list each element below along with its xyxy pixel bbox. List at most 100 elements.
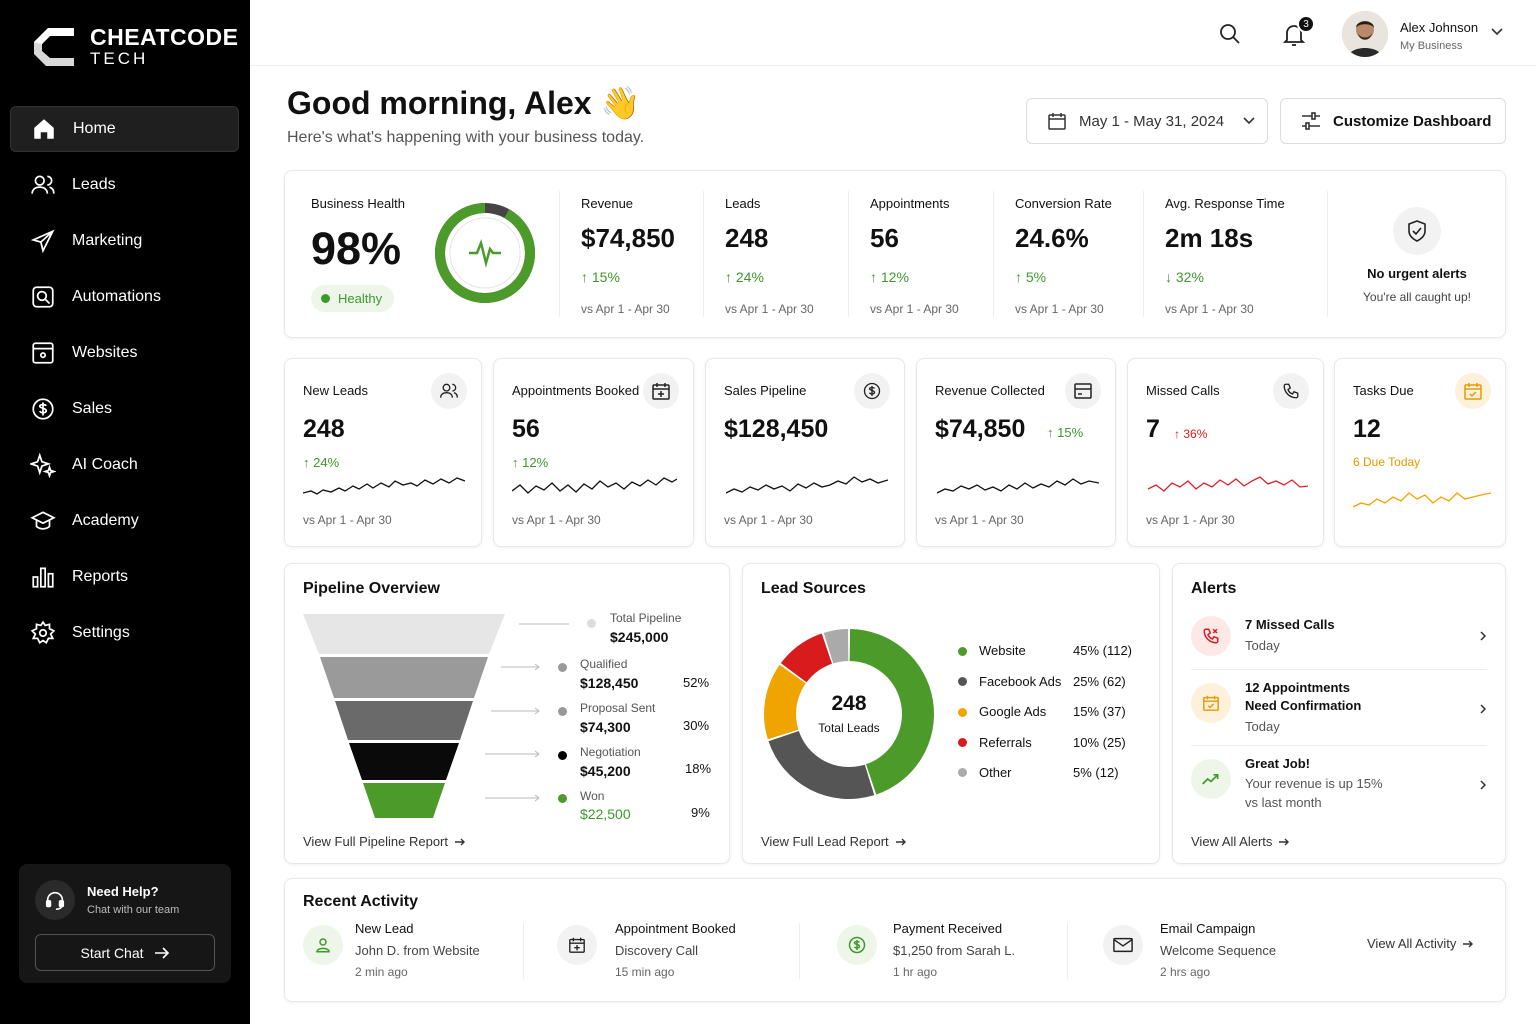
phone-missed-icon xyxy=(1191,616,1231,656)
metric-card-sales-pipeline[interactable]: Sales Pipeline $128,450 vs Apr 1 - Apr 3… xyxy=(705,358,905,547)
funnel-leader-lines xyxy=(485,623,569,802)
stage-pct: 9% xyxy=(691,805,710,820)
metric-label: Revenue Collected xyxy=(935,383,1045,398)
lead-sources-donut xyxy=(764,629,935,799)
view-all-activity-link[interactable]: View All Activity xyxy=(1367,936,1474,951)
sidebar-item-label: AI Coach xyxy=(72,456,138,473)
sidebar-item-websites[interactable]: Websites xyxy=(10,330,239,376)
activity-subtitle: John D. from Website xyxy=(355,943,480,958)
logo[interactable]: CHEATCODE TECH xyxy=(30,24,238,70)
metric-value: 248 xyxy=(303,415,345,443)
graduation-icon xyxy=(30,511,56,530)
alert-item[interactable]: 7 Missed Calls Today xyxy=(1191,616,1487,668)
avatar[interactable] xyxy=(1342,11,1388,57)
alert-title: Great Job! xyxy=(1245,756,1311,771)
stage-pct: 30% xyxy=(683,718,710,733)
pipeline-total-label: Total Pipeline xyxy=(610,611,682,625)
customize-dashboard-button[interactable]: Customize Dashboard xyxy=(1280,98,1506,144)
activity-title: Payment Received xyxy=(893,921,1003,936)
funnel-segment xyxy=(303,614,505,654)
metric-value: $74,850 xyxy=(935,415,1026,443)
pipeline-total-value: $245,000 xyxy=(610,629,669,645)
sidebar-item-label: Home xyxy=(73,120,116,137)
metric-label: Tasks Due xyxy=(1353,383,1414,398)
sliders-icon xyxy=(1302,112,1320,130)
alert-title: 12 Appointments Need Confirmation xyxy=(1245,680,1362,713)
kpi-value: 2m 18s xyxy=(1165,223,1254,253)
sidebar-item-label: Marketing xyxy=(72,232,143,249)
sidebar-item-sales[interactable]: Sales xyxy=(10,386,239,432)
notification-badge: 3 xyxy=(1297,15,1315,33)
sidebar-item-home[interactable]: Home xyxy=(10,106,239,152)
view-lead-report-link[interactable]: View Full Lead Report xyxy=(761,834,907,849)
task-icon xyxy=(1455,373,1491,409)
calendar-icon xyxy=(1048,113,1066,130)
metric-card-appointments[interactable]: Appointments Booked 56 ↑ 12% vs Apr 1 - … xyxy=(493,358,694,547)
gauge-arc xyxy=(435,203,535,303)
legend-dot xyxy=(558,751,567,760)
activity-time: 2 hrs ago xyxy=(1160,965,1211,979)
stage-label: Negotiation xyxy=(580,745,641,759)
shield-icon xyxy=(1393,207,1441,255)
health-gauge xyxy=(435,203,535,303)
search-icon[interactable] xyxy=(1218,22,1242,46)
pipeline-overview-card: Pipeline Overview Total Pipeline $245,00… xyxy=(284,563,730,864)
stage-value: $74,300 xyxy=(580,719,631,735)
kpi-label: Revenue xyxy=(581,196,634,211)
automation-icon xyxy=(32,286,54,308)
brand-sub: TECH xyxy=(90,49,149,68)
start-chat-button[interactable]: Start Chat xyxy=(35,934,215,971)
sidebar-item-label: Settings xyxy=(72,624,130,641)
urgent-title: No urgent alerts xyxy=(1367,266,1467,281)
sparkline xyxy=(937,478,1099,494)
kpi-label: Leads xyxy=(725,196,761,211)
alert-item[interactable]: Great Job! Your revenue is up 15% vs las… xyxy=(1191,755,1487,815)
date-range-picker[interactable]: May 1 - May 31, 2024 xyxy=(1026,98,1268,144)
sidebar-item-label: Academy xyxy=(72,512,139,529)
legend-name: Other xyxy=(979,765,1012,780)
help-panel: Need Help? Chat with our team Start Chat xyxy=(19,864,231,983)
chevron-right-icon xyxy=(1480,780,1487,790)
activity-subtitle: Discovery Call xyxy=(615,943,699,958)
view-all-alerts-link[interactable]: View All Alerts xyxy=(1191,834,1290,849)
metric-change-value: 24% xyxy=(313,455,340,470)
funnel-segment xyxy=(363,783,445,818)
legend-dot xyxy=(587,619,596,628)
chevron-down-icon[interactable] xyxy=(1490,27,1504,37)
metric-card-new-leads[interactable]: New Leads 248 ↑ 24% vs Apr 1 - Apr 30 xyxy=(284,358,482,547)
alert-subtitle: Today xyxy=(1245,719,1280,734)
sidebar-item-leads[interactable]: Leads xyxy=(10,162,239,208)
calendar-icon xyxy=(643,373,679,409)
date-range-value: May 1 - May 31, 2024 xyxy=(1079,112,1225,130)
section-title: Pipeline Overview xyxy=(303,580,440,597)
funnel-segment xyxy=(335,701,473,740)
sidebar-item-reports[interactable]: Reports xyxy=(10,554,239,600)
sidebar-item-settings[interactable]: Settings xyxy=(10,610,239,656)
metric-value: $128,450 xyxy=(724,415,829,443)
legend-value: 5% (12) xyxy=(1073,765,1119,780)
stage-label: Won xyxy=(580,789,605,803)
headset-icon xyxy=(35,880,75,920)
legend-dot xyxy=(958,768,967,777)
sidebar-item-ai-coach[interactable]: AI Coach xyxy=(10,442,239,488)
sidebar-item-automations[interactable]: Automations xyxy=(10,274,239,320)
trending-up-icon xyxy=(1191,759,1231,799)
page-subtitle: Here's what's happening with your busine… xyxy=(287,129,645,146)
alert-item[interactable]: 12 Appointments Need Confirmation Today xyxy=(1191,679,1487,739)
metric-card-revenue-collected[interactable]: Revenue Collected $74,850 ↑ 15% vs Apr 1… xyxy=(916,358,1116,547)
metric-card-tasks-due[interactable]: Tasks Due 12 6 Due Today xyxy=(1334,358,1506,547)
sidebar-item-label: Websites xyxy=(72,344,138,361)
link-label: View Full Pipeline Report xyxy=(303,834,448,849)
pipeline-funnel xyxy=(303,614,505,818)
top-bar xyxy=(250,0,1536,66)
users-icon xyxy=(31,175,55,194)
sidebar-item-academy[interactable]: Academy xyxy=(10,498,239,544)
tasks-due-today: 6 Due Today xyxy=(1353,455,1421,469)
user-name[interactable]: Alex Johnson xyxy=(1400,20,1479,35)
arrow-up-icon: ↑ xyxy=(581,269,592,285)
view-pipeline-report-link[interactable]: View Full Pipeline Report xyxy=(303,834,466,849)
sidebar-item-marketing[interactable]: Marketing xyxy=(10,218,239,264)
metric-card-missed-calls[interactable]: Missed Calls 7 ↑ 36% vs Apr 1 - Apr 30 xyxy=(1127,358,1324,547)
activity-title: New Lead xyxy=(355,921,414,936)
